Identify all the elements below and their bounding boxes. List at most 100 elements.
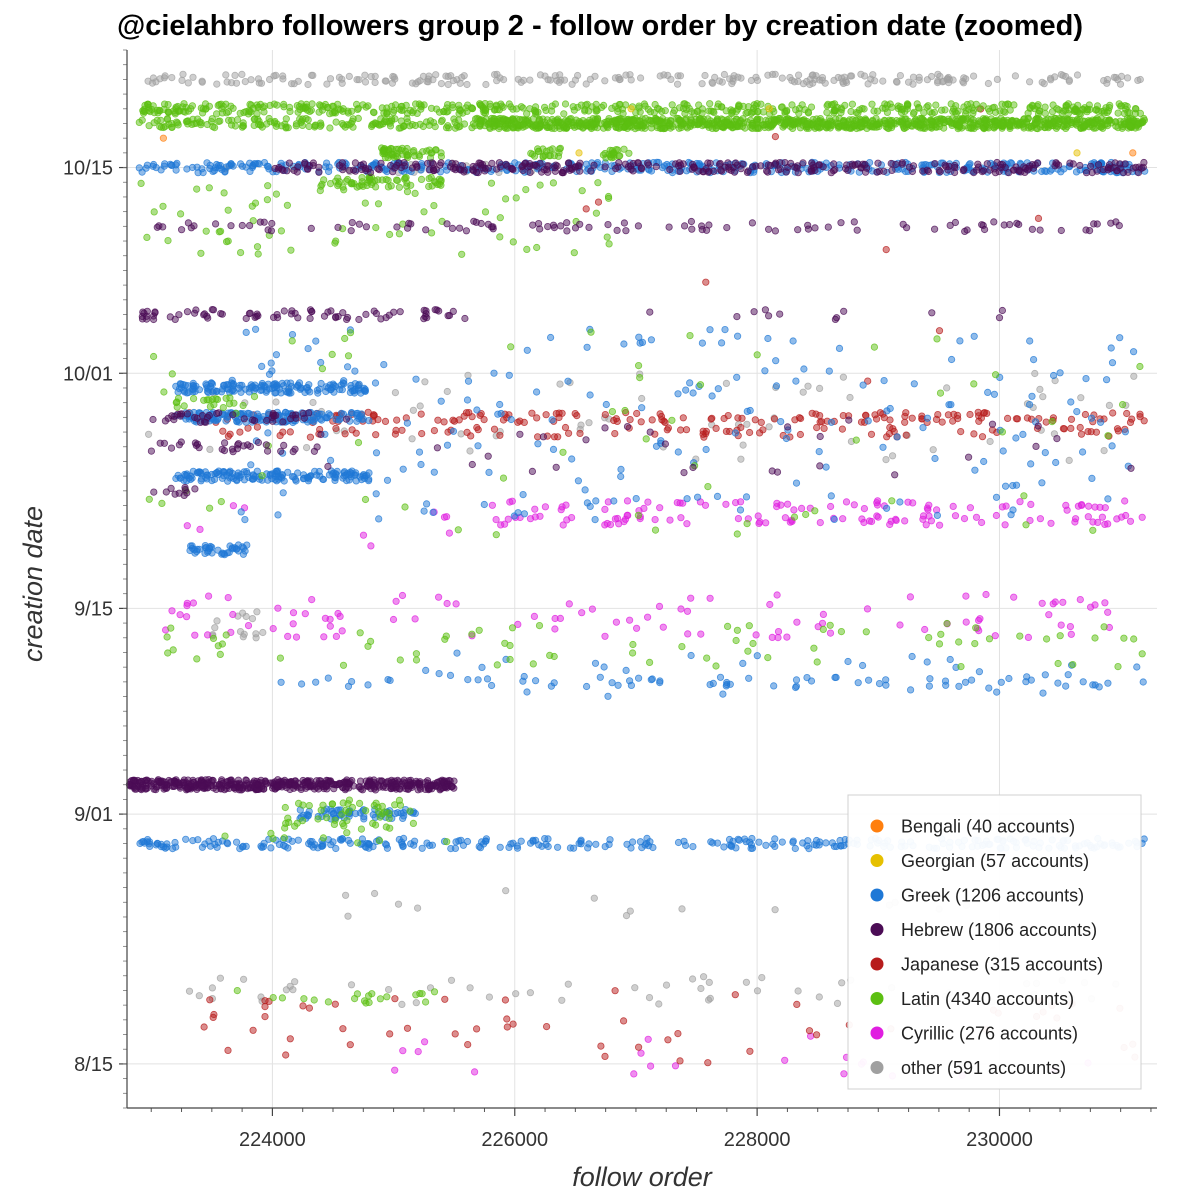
data-point: [214, 101, 222, 110]
data-point: [864, 417, 872, 425]
data-point: [370, 889, 379, 898]
data-point: [726, 122, 734, 130]
data-point: [344, 808, 353, 816]
data-point: [347, 381, 355, 390]
data-point: [1041, 103, 1049, 111]
data-point: [634, 511, 643, 519]
data-point: [488, 501, 496, 509]
data-point: [1126, 517, 1135, 525]
data-point: [260, 108, 268, 116]
data-point: [288, 837, 296, 845]
data-point: [540, 103, 549, 111]
data-point: [1024, 633, 1033, 642]
data-point: [1041, 448, 1049, 457]
data-point: [839, 373, 848, 381]
data-point: [1138, 513, 1146, 521]
data-point: [237, 508, 245, 516]
data-point: [1113, 515, 1121, 523]
data-point: [383, 993, 391, 1001]
data-point: [1019, 430, 1027, 438]
data-point: [182, 835, 190, 843]
data-point: [858, 515, 866, 523]
data-point: [289, 620, 297, 628]
data-point: [437, 152, 445, 161]
data-point: [634, 1043, 643, 1051]
data-point: [810, 644, 818, 652]
data-point: [470, 1068, 479, 1076]
data-point: [1074, 502, 1083, 510]
data-point: [581, 486, 589, 494]
data-point: [1094, 518, 1102, 527]
data-point: [287, 80, 296, 88]
data-point: [502, 887, 510, 895]
data-point: [180, 402, 188, 410]
data-point: [233, 838, 241, 846]
data-point: [747, 844, 755, 853]
data-point: [1060, 116, 1068, 124]
data-point: [757, 418, 765, 426]
data-point: [845, 124, 854, 132]
data-point: [533, 414, 541, 422]
data-point: [277, 122, 286, 130]
data-point: [864, 676, 873, 684]
data-point: [210, 387, 218, 395]
data-point: [727, 841, 735, 850]
data-point: [444, 72, 452, 81]
data-point: [699, 973, 708, 981]
data-point: [883, 433, 891, 441]
data-point: [717, 339, 726, 347]
data-point: [284, 632, 292, 641]
data-point: [673, 80, 682, 88]
data-point: [1101, 520, 1109, 529]
data-point: [1003, 414, 1012, 422]
data-point: [1091, 634, 1099, 642]
data-point: [542, 1022, 551, 1031]
data-point: [794, 71, 803, 79]
chart-title: @cielahbro followers group 2 - follow or…: [116, 10, 1084, 42]
data-point: [620, 517, 628, 526]
data-point: [546, 333, 555, 342]
data-point: [1053, 116, 1061, 124]
data-point: [687, 594, 695, 602]
data-point: [305, 122, 313, 131]
data-point: [198, 78, 206, 86]
data-point: [341, 123, 349, 131]
data-point: [723, 622, 732, 631]
data-point: [770, 115, 778, 123]
data-point: [605, 240, 613, 248]
data-point: [619, 1017, 628, 1025]
data-point: [611, 987, 619, 995]
data-point: [371, 379, 380, 387]
data-point: [383, 118, 391, 126]
data-point: [722, 379, 731, 387]
data-point: [628, 649, 637, 657]
data-point: [370, 109, 378, 117]
data-point: [742, 978, 751, 986]
data-point: [449, 427, 458, 435]
data-point: [693, 493, 702, 501]
data-point: [496, 431, 504, 439]
data-point: [298, 121, 307, 130]
data-point: [531, 677, 540, 685]
data-point: [1103, 120, 1112, 128]
data-point: [355, 182, 363, 190]
data-point: [873, 107, 882, 115]
data-point: [505, 371, 513, 379]
data-point: [1027, 460, 1035, 468]
data-point: [318, 365, 326, 373]
data-point: [636, 373, 644, 382]
data-point: [344, 352, 353, 360]
data-point: [1072, 120, 1080, 128]
data-point: [233, 418, 241, 426]
data-point: [858, 661, 867, 670]
data-point: [451, 844, 459, 853]
data-point: [159, 202, 167, 210]
data-point: [839, 515, 847, 523]
data-point: [468, 630, 476, 638]
data-point: [435, 669, 443, 678]
data-point: [731, 429, 740, 437]
data-point: [330, 381, 338, 389]
data-point: [279, 428, 287, 436]
data-point: [848, 100, 857, 108]
data-point: [398, 591, 407, 600]
